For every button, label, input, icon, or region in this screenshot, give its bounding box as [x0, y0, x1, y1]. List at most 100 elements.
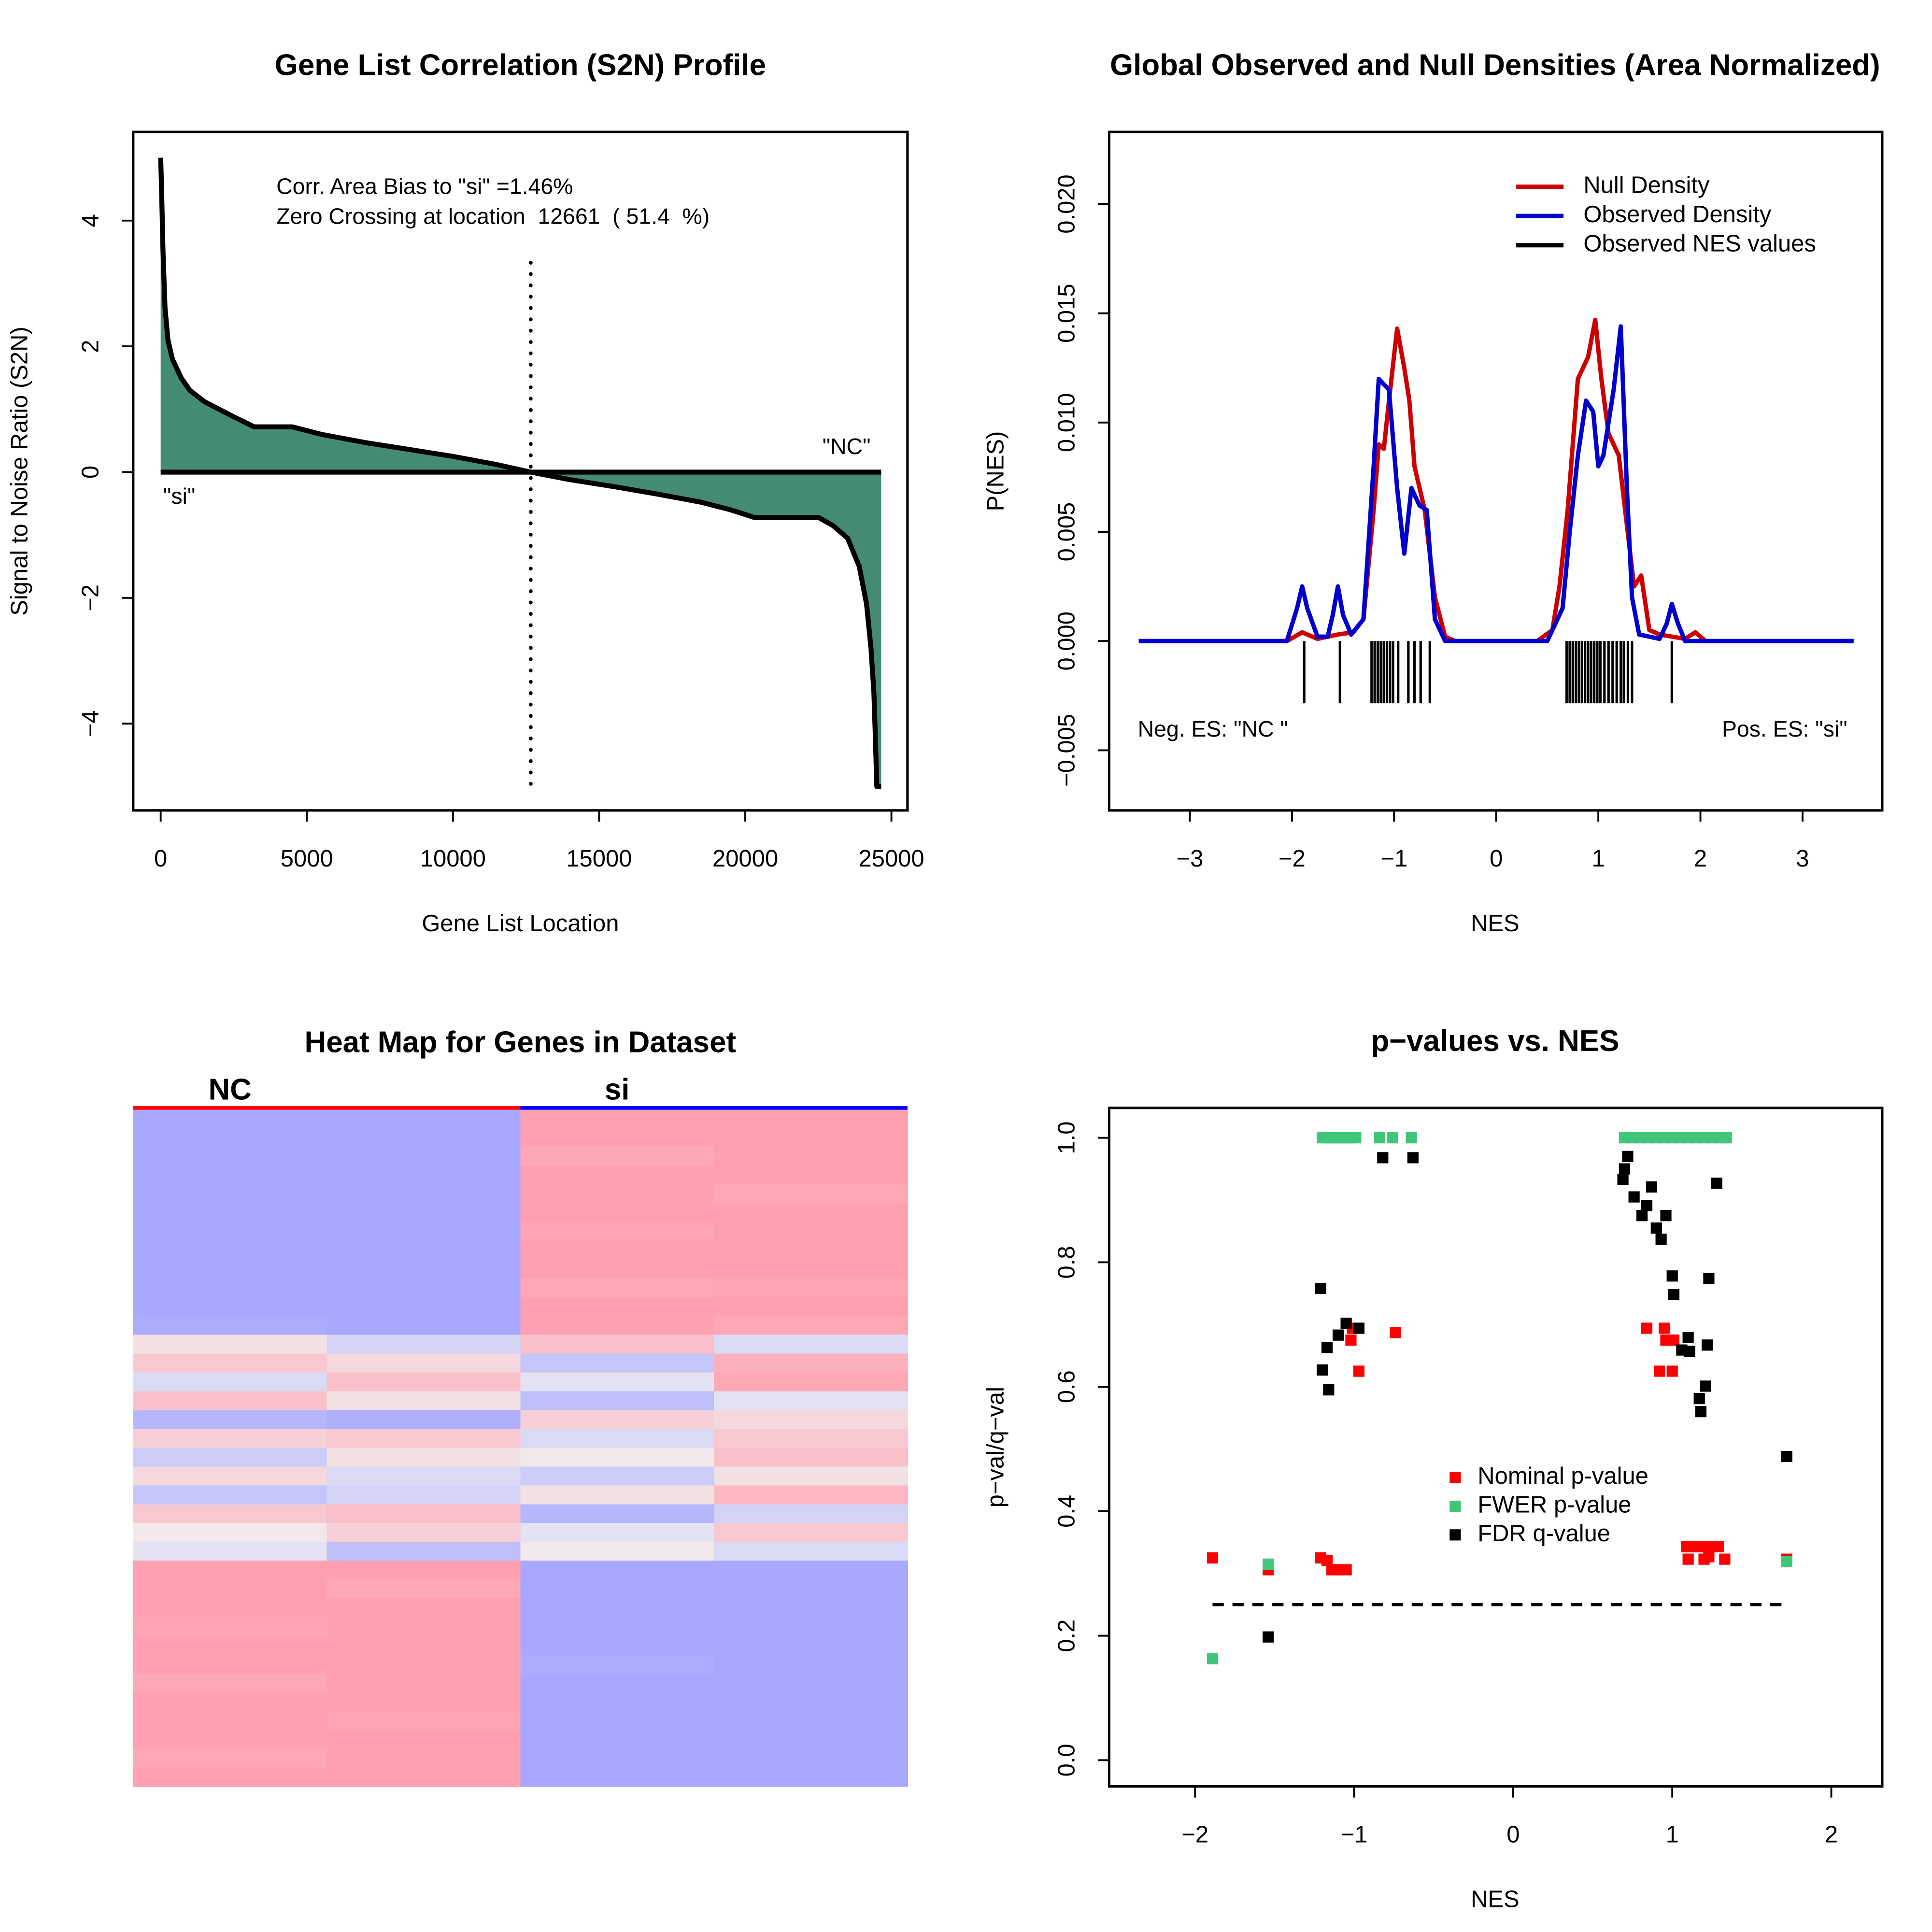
- point: [1333, 1329, 1344, 1341]
- point: [1703, 1551, 1715, 1563]
- plot-frame: [1108, 1107, 1884, 1788]
- heatmap-cell: [520, 1673, 715, 1693]
- point: [1345, 1334, 1357, 1346]
- heatmap-cell: [133, 1579, 327, 1599]
- legend-label: Observed NES values: [1583, 231, 1816, 257]
- heatmap-cell: [327, 1429, 521, 1449]
- x-tick-label: 25000: [859, 846, 924, 872]
- heatmap-cell: [714, 1297, 909, 1317]
- heatmap-cell: [714, 1429, 909, 1449]
- point: [1660, 1210, 1672, 1222]
- heatmap-cell: [133, 1673, 327, 1693]
- heatmap-cell: [520, 1259, 715, 1279]
- chart-title: Global Observed and Null Densities (Area…: [1110, 49, 1880, 82]
- heatmap-cell: [714, 1711, 909, 1731]
- heatmap-cell: [520, 1635, 715, 1656]
- point: [1666, 1270, 1678, 1282]
- heatmap-cell: [714, 1128, 909, 1148]
- x-tick-label: 0: [1490, 846, 1503, 872]
- point: [1700, 1380, 1711, 1392]
- heatmap-cell: [714, 1259, 909, 1279]
- y-tick-label: 4: [78, 214, 104, 227]
- point: [1641, 1322, 1653, 1334]
- y-tick-label: 0.4: [1053, 1495, 1080, 1528]
- point: [1207, 1653, 1219, 1664]
- heatmap-cell: [133, 1748, 327, 1768]
- heatmap-cell: [714, 1335, 909, 1354]
- heatmap-cell: [327, 1711, 521, 1731]
- heatmap-cell: [327, 1391, 521, 1411]
- x-tick-label: 5000: [281, 846, 333, 872]
- heatmap-cell: [714, 1654, 909, 1675]
- x-axis-label: NES: [1471, 910, 1520, 937]
- x-tick-label: −3: [1177, 846, 1204, 872]
- heatmap-cell: [714, 1561, 909, 1580]
- heatmap-cell: [714, 1353, 909, 1373]
- point: [1207, 1552, 1219, 1564]
- point: [1711, 1178, 1723, 1189]
- heatmap-cell: [520, 1730, 715, 1749]
- point: [1317, 1364, 1328, 1376]
- x-tick-label: −2: [1181, 1821, 1208, 1847]
- point: [1668, 1334, 1680, 1346]
- heatmap-cell: [714, 1109, 909, 1129]
- y-tick-label: 0.010: [1053, 393, 1080, 453]
- annotation: Corr. Area Bias to "si" =1.46%: [276, 173, 573, 199]
- heatmap-cell: [133, 1372, 327, 1392]
- heatmap-cell: [714, 1372, 909, 1392]
- heatmap-cell: [133, 1222, 327, 1242]
- heatmap-cell: [133, 1184, 327, 1204]
- heatmap-cell: [327, 1259, 521, 1279]
- x-axis-label: NES: [1471, 1887, 1520, 1913]
- heatmap-cell: [327, 1109, 521, 1129]
- point: [1321, 1555, 1333, 1566]
- heatmap-cell: [327, 1184, 521, 1204]
- heatmap-cell: [133, 1542, 327, 1562]
- heatmap-cell: [133, 1316, 327, 1336]
- heatmap-cell: [520, 1184, 715, 1204]
- point: [1377, 1152, 1389, 1164]
- point: [1390, 1327, 1401, 1338]
- heatmap-cell: [520, 1692, 715, 1712]
- y-tick-label: −2: [78, 584, 104, 611]
- chart-title: p−values vs. NES: [1371, 1024, 1619, 1058]
- heatmap-cell: [714, 1147, 909, 1166]
- group-label: si: [605, 1073, 630, 1107]
- legend-label: Observed Density: [1583, 201, 1772, 227]
- heatmap-cell: [714, 1579, 909, 1599]
- heatmap-cell: [714, 1241, 909, 1261]
- heatmap-cell: [133, 1297, 327, 1317]
- point: [1263, 1631, 1274, 1643]
- heatmap-cell: [714, 1523, 909, 1543]
- heatmap-cell: [520, 1598, 715, 1618]
- y-tick-label: 1.0: [1053, 1122, 1080, 1154]
- point: [1781, 1450, 1792, 1463]
- chart-title: Heat Map for Genes in Dataset: [305, 1026, 737, 1059]
- x-tick-label: 2: [1694, 846, 1707, 872]
- heatmap-cell: [133, 1429, 327, 1449]
- heatmap-cell: [133, 1241, 327, 1261]
- heatmap-cell: [327, 1222, 521, 1242]
- heatmap-cell: [133, 1203, 327, 1223]
- point: [1654, 1365, 1665, 1377]
- point: [1340, 1318, 1352, 1329]
- heatmap-cell: [327, 1523, 521, 1543]
- point: [1353, 1365, 1365, 1377]
- y-tick-label: 0.005: [1053, 502, 1080, 562]
- point: [1340, 1564, 1352, 1576]
- y-tick-label: 0.020: [1053, 174, 1080, 234]
- point: [1628, 1191, 1640, 1203]
- heatmap-cell: [133, 1128, 327, 1148]
- heatmap-cell: [714, 1542, 909, 1562]
- point: [1641, 1200, 1653, 1211]
- legend-swatch: [1449, 1472, 1461, 1483]
- heatmap-cell: [133, 1278, 327, 1298]
- heatmap-cell: [133, 1561, 327, 1580]
- point: [1406, 1132, 1417, 1144]
- heatmap-cell: [520, 1654, 715, 1675]
- point: [1646, 1181, 1657, 1193]
- point: [1682, 1553, 1694, 1565]
- heatmap-cell: [520, 1767, 715, 1787]
- point: [1720, 1132, 1732, 1144]
